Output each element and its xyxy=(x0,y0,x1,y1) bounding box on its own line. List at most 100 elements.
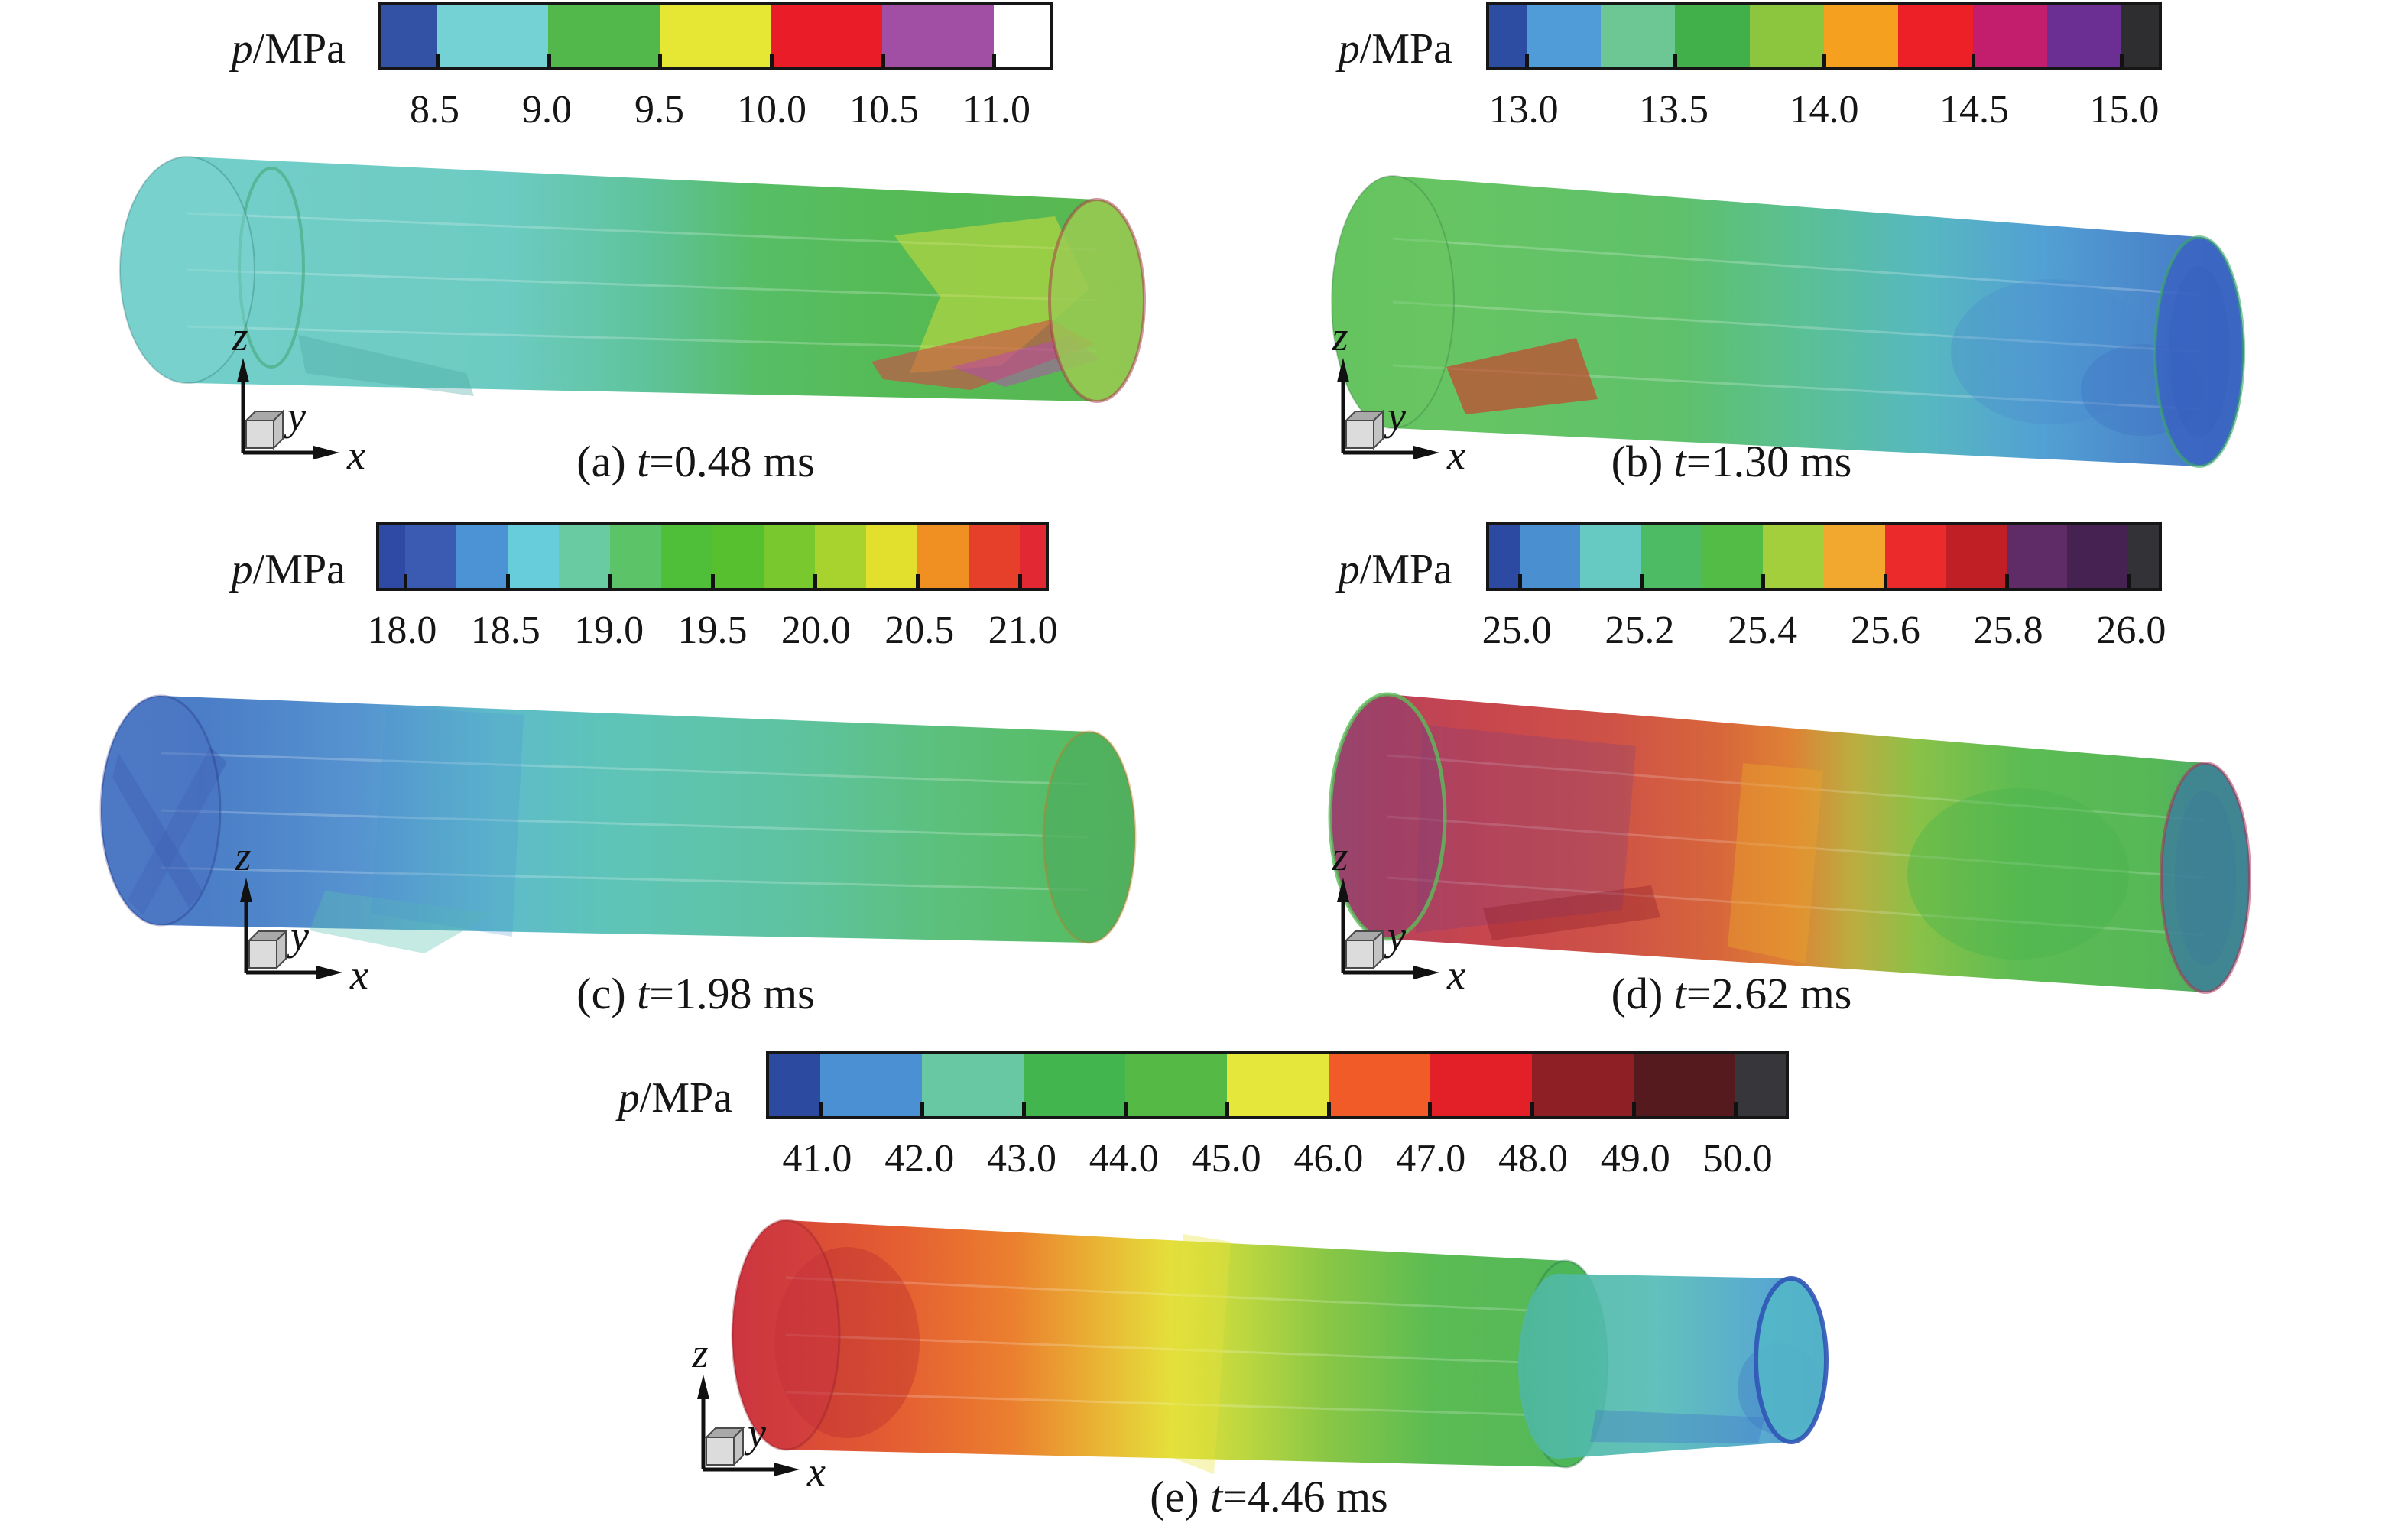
colorbar-tick-labels: 25.0 25.2 25.4 25.6 25.8 26.0 xyxy=(1482,608,2166,657)
pressure-unit: /MPa xyxy=(252,25,346,73)
cube-right xyxy=(733,1426,744,1467)
colorbar-tick-mark xyxy=(403,574,407,588)
cylinder-left-cap xyxy=(99,694,222,927)
colorbar-segment xyxy=(1972,5,2047,67)
cylinder-body xyxy=(1330,694,2250,992)
colorbar-tick-label: 46.0 xyxy=(1293,1137,1364,1180)
colorbar-title: p/MPa xyxy=(1338,546,1452,593)
x-arrowhead-icon xyxy=(774,1463,800,1476)
colorbar-segment xyxy=(1600,5,1676,67)
colorbar-segment xyxy=(1489,525,1520,588)
colorbar-tick-label: 25.4 xyxy=(1728,609,1798,652)
colorbar-tick-mark xyxy=(711,574,715,588)
colorbar-segment xyxy=(1898,5,1973,67)
colorbar-segment xyxy=(1124,1054,1227,1116)
colorbar-segment xyxy=(2046,5,2122,67)
colorbar-tick-mark xyxy=(505,574,510,588)
contour-patch xyxy=(871,320,1095,390)
colorbar-tick-mark xyxy=(818,1102,823,1116)
cylinder-right-cap xyxy=(2160,762,2251,994)
colorbar-segment xyxy=(1823,5,1899,67)
z-axis-label: z xyxy=(231,313,248,359)
colorbar-segment xyxy=(994,5,1050,67)
colorbar-tick-mark xyxy=(813,574,818,588)
colorbar-tick-label: 42.0 xyxy=(884,1137,955,1180)
colorbar-tick-mark xyxy=(435,54,440,67)
colorbar-tick-mark xyxy=(608,574,612,588)
contour-patch xyxy=(894,216,1089,373)
colorbar-tick-label: 48.0 xyxy=(1498,1137,1568,1180)
contour-patch xyxy=(1907,788,2129,960)
cube-front xyxy=(245,420,274,449)
x-axis-label: x xyxy=(1446,952,1465,998)
colorbar-tick-label: 41.0 xyxy=(782,1137,852,1180)
colorbar-segment xyxy=(1735,1054,1786,1116)
colorbar-segment xyxy=(404,525,456,588)
y-axis-label: y xyxy=(287,913,309,959)
colorbar-tick-label: 19.5 xyxy=(677,609,748,652)
x-arrowhead-icon xyxy=(1413,966,1439,979)
cylinder-render xyxy=(1331,175,2245,468)
colorbar-tick-mark xyxy=(2004,574,2009,588)
colorbar-tick-label: 18.0 xyxy=(367,609,437,652)
cylinder-right-cap xyxy=(1042,730,1137,944)
cylinder-right-cap xyxy=(2153,235,2245,468)
colorbar-tick-label: 11.0 xyxy=(962,88,1031,132)
colorbar-segment xyxy=(1675,5,1750,67)
axis-triad: z y x xyxy=(1331,313,1465,478)
colorbar-segment xyxy=(1946,525,2007,588)
y-axis-label: y xyxy=(284,393,306,439)
colorbar-tick-mark xyxy=(1530,1102,1534,1116)
colorbar-segment xyxy=(866,525,918,588)
colorbar-segment xyxy=(436,5,549,67)
cube-right xyxy=(1373,409,1384,450)
colorbar-tick-label: 47.0 xyxy=(1396,1137,1466,1180)
colorbar-title: p/MPa xyxy=(618,1074,732,1122)
colorbar-tick-labels: 18.0 18.5 19.0 19.5 20.0 20.5 21.0 xyxy=(367,608,1057,657)
contour-patch xyxy=(1416,725,1636,933)
colorbar-tick-mark xyxy=(1123,1102,1128,1116)
colorbar-tick-mark xyxy=(1822,54,1826,67)
colorbar-tick-label: 20.0 xyxy=(780,609,851,652)
colorbar-tick-mark xyxy=(658,54,663,67)
colorbar-segment xyxy=(1641,525,1702,588)
contour-patches xyxy=(1416,725,2236,966)
subfigure-caption: (c) t=1.98 ms xyxy=(576,969,815,1018)
colorbar-segment xyxy=(917,525,969,588)
y-axis-label: y xyxy=(744,1410,766,1456)
colorbar-segment xyxy=(1226,1054,1329,1116)
colorbar-segment xyxy=(456,525,508,588)
z-axis-label: z xyxy=(234,833,251,879)
colorbar-segment xyxy=(969,525,1021,588)
colorbar-tick-label: 25.8 xyxy=(1973,609,2043,652)
cylinder-left-cap xyxy=(731,1219,841,1451)
colorbar-tick-mark xyxy=(1631,1102,1636,1116)
colorbar-tick-label: 44.0 xyxy=(1089,1137,1159,1180)
cube-front xyxy=(1345,420,1374,449)
colorbar-segment xyxy=(1823,525,1885,588)
cylinder-right-cap xyxy=(1048,198,1146,403)
colorbar-tick-label: 8.5 xyxy=(409,88,459,132)
cube-right xyxy=(276,929,287,970)
colorbar-tick-mark xyxy=(1733,1102,1738,1116)
colorbar-segment xyxy=(712,525,764,588)
colorbar-segment xyxy=(882,5,995,67)
colorbar xyxy=(376,522,1049,591)
colorbar-segment xyxy=(771,5,883,67)
cylinder-seams xyxy=(785,1276,1566,1417)
colorbar-tick-labels: 41.0 42.0 43.0 44.0 45.0 46.0 47.0 48.0 49.0 50.0 xyxy=(766,1136,1789,1185)
x-arrowhead-icon xyxy=(316,966,342,979)
x-axis-label: x xyxy=(806,1449,826,1495)
contour-patch xyxy=(310,891,493,953)
cylinder-render xyxy=(731,1219,1829,1474)
axis-triad: z y x xyxy=(231,313,365,478)
colorbar-segment xyxy=(1023,1054,1125,1116)
colorbar-tick-label: 50.0 xyxy=(1702,1137,1773,1180)
cylinder-render xyxy=(1328,692,2251,994)
colorbar-segment xyxy=(815,525,867,588)
colorbar-tick-mark xyxy=(2120,54,2124,67)
cube-front xyxy=(1345,940,1374,969)
axis-triad: z y x xyxy=(1331,833,1465,998)
colorbar-segment xyxy=(819,1054,922,1116)
